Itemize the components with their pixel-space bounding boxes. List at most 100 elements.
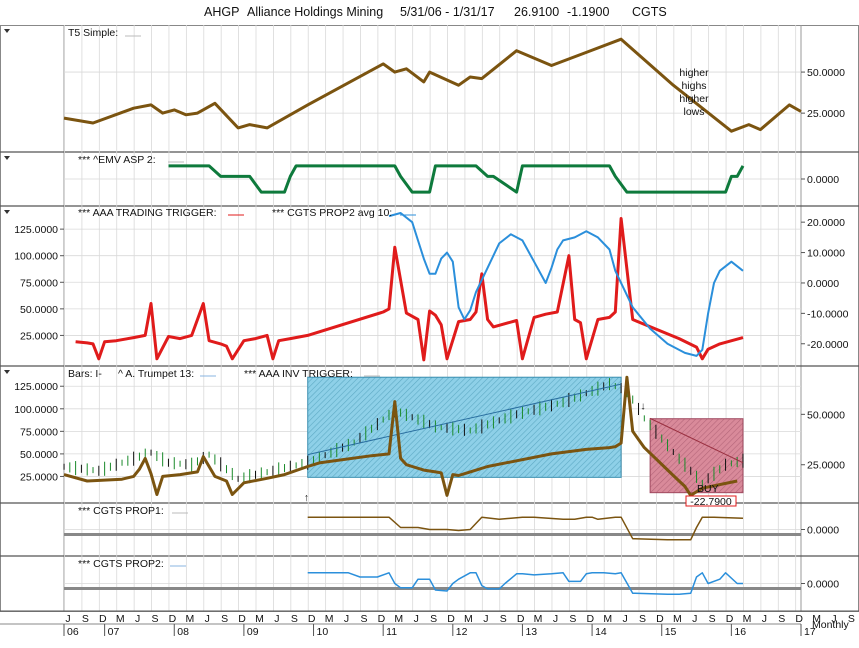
bars-title: Bars: I- (68, 368, 102, 380)
year-tick-label: 11 (386, 626, 397, 638)
month-tick-label: S (152, 613, 159, 625)
higher-highs-annotation: higher (679, 93, 709, 105)
month-tick-label: S (82, 613, 89, 625)
pane-collapse-icon (4, 29, 10, 33)
trumpet-cyan-centerline (307, 383, 622, 456)
month-tick-label: M (325, 613, 334, 625)
higher-highs-annotation: highs (681, 80, 706, 92)
month-tick-label: S (848, 613, 855, 625)
emv-title: *** ^EMV ASP 2: (78, 154, 156, 166)
inv-left-tick-label: 100.0000 (14, 404, 58, 416)
month-tick-label: M (116, 613, 125, 625)
trumpet-title: ^ A. Trumpet 13: (118, 368, 194, 380)
t5-tick-label: 50.0000 (807, 67, 845, 79)
month-tick-label: J (831, 613, 836, 625)
inv-left-tick-label: 25.0000 (20, 471, 58, 483)
up-arrow-icon: ↑ (304, 492, 309, 504)
month-tick-label: D (308, 613, 316, 625)
inv-left-tick-label: 75.0000 (20, 426, 58, 438)
inv-trigger-line (63, 375, 738, 497)
trading-left-tick-label: 50.0000 (20, 304, 58, 316)
month-tick-label: D (378, 613, 386, 625)
month-tick-label: D (169, 613, 177, 625)
month-tick-label: S (430, 613, 437, 625)
year-tick-label: 06 (67, 626, 79, 638)
month-tick-label: M (673, 613, 682, 625)
year-tick-label: 09 (247, 626, 259, 638)
month-tick-label: D (656, 613, 664, 625)
pane-collapse-icon (4, 210, 10, 214)
month-tick-label: D (99, 613, 107, 625)
month-tick-label: M (812, 613, 821, 625)
last-price: 26.9100 (514, 5, 560, 19)
prop2-title: *** CGTS PROP2: (78, 558, 164, 570)
price-change: -1.1900 (567, 5, 610, 19)
month-tick-label: D (726, 613, 734, 625)
month-tick-label: M (743, 613, 752, 625)
month-tick-label: J (762, 613, 767, 625)
price-flag-label: -22.7900 (690, 496, 732, 508)
month-tick-label: D (795, 613, 803, 625)
emv-line (168, 164, 745, 194)
year-tick-label: 16 (734, 626, 746, 638)
prop1-tick-label: 0.0000 (807, 525, 839, 537)
trading-right-tick-label: 10.0000 (807, 248, 845, 260)
t5-simple-line (63, 37, 802, 133)
trading-trigger-title: *** AAA TRADING TRIGGER: (78, 207, 216, 219)
month-tick-label: J (692, 613, 697, 625)
month-tick-label: S (639, 613, 646, 625)
prop2-tick-label: 0.0000 (807, 579, 839, 591)
month-tick-label: M (603, 613, 612, 625)
month-tick-label: J (553, 613, 558, 625)
trading-right-tick-label: -10.0000 (807, 308, 849, 320)
month-tick-label: J (622, 613, 627, 625)
month-tick-label: S (569, 613, 576, 625)
pane-collapse-icon (4, 370, 10, 374)
month-tick-label: J (65, 613, 70, 625)
inv-right-tick-label: 25.0000 (807, 460, 845, 472)
month-tick-label: S (291, 613, 298, 625)
date-range: 5/31/06 - 1/31/17 (400, 5, 495, 19)
month-tick-label: S (778, 613, 785, 625)
inv-left-tick-label: 125.0000 (14, 381, 58, 393)
year-tick-label: 10 (317, 626, 329, 638)
prop1-line (307, 516, 744, 541)
inv-trigger-title: *** AAA INV TRIGGER: (244, 368, 353, 380)
study-tag: CGTS (632, 5, 667, 19)
down-arrow-icon: ↓ (640, 401, 645, 413)
month-tick-label: J (205, 613, 210, 625)
inv-right-tick-label: 50.0000 (807, 409, 845, 421)
prop1-title: *** CGTS PROP1: (78, 505, 164, 517)
trading-right-tick-label: 0.0000 (807, 278, 839, 290)
month-tick-label: J (274, 613, 279, 625)
trading-series-red (75, 217, 744, 362)
month-tick-label: J (483, 613, 488, 625)
month-tick-label: D (238, 613, 246, 625)
year-tick-label: 13 (525, 626, 537, 638)
year-tick-label: 07 (108, 626, 120, 638)
month-tick-label: S (709, 613, 716, 625)
year-tick-label: 17 (804, 626, 816, 638)
month-tick-label: S (221, 613, 228, 625)
month-tick-label: D (586, 613, 594, 625)
trading-left-tick-label: 125.0000 (14, 224, 58, 236)
trading-left-tick-label: 25.0000 (20, 330, 58, 342)
t5-title: T5 Simple: (68, 27, 118, 39)
month-tick-label: M (185, 613, 194, 625)
month-tick-label: M (394, 613, 403, 625)
chart-header: AHGP Alliance Holdings Mining 5/31/06 - … (0, 0, 859, 24)
symbol: AHGP (204, 5, 240, 19)
year-tick-label: 08 (177, 626, 189, 638)
higher-highs-annotation: lows (683, 106, 704, 118)
month-tick-label: M (534, 613, 543, 625)
trading-left-tick-label: 75.0000 (20, 277, 58, 289)
pane-collapse-icon (4, 156, 10, 160)
company-name: Alliance Holdings Mining (247, 5, 384, 19)
month-tick-label: J (414, 613, 419, 625)
trading-left-tick-label: 100.0000 (14, 251, 58, 263)
month-tick-label: M (464, 613, 473, 625)
prop2-avg-title: *** CGTS PROP2 avg 10: (272, 207, 392, 219)
year-tick-label: 12 (456, 626, 468, 638)
buy-label: BUY (697, 483, 719, 495)
